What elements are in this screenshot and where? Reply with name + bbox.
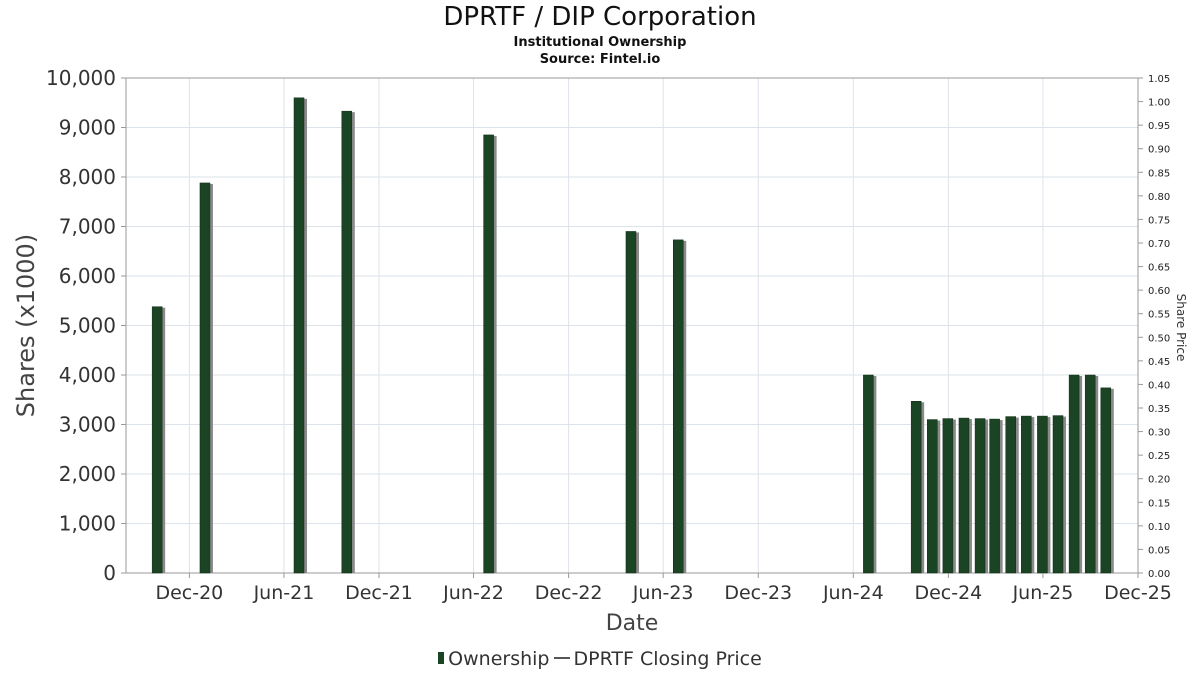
chart-subtitle: Institutional Ownership	[513, 35, 687, 50]
x-tick-label: Jun-22	[442, 582, 504, 604]
ownership-bars	[151, 97, 1114, 574]
y-axis-ticks: 0 1,000 2,000 3,000 4,000 5,000 6,000 7,000 8,00…	[46, 66, 126, 585]
ownership-bar[interactable]	[958, 417, 970, 574]
ownership-bar[interactable]	[910, 400, 922, 574]
ownership-legend-label: Ownership	[448, 648, 550, 670]
y2-tick-label: 0.50	[1148, 333, 1170, 344]
y-tick-label: 0	[103, 561, 116, 585]
y-tick-label: 4,000	[59, 363, 116, 387]
ownership-bar[interactable]	[1005, 416, 1016, 574]
y-tick-label: 7,000	[59, 215, 116, 239]
ownership-bar[interactable]	[341, 110, 353, 574]
y2-tick-label: 0.95	[1148, 121, 1170, 132]
ownership-bar[interactable]	[974, 418, 986, 574]
price-legend-label: DPRTF Closing Price	[573, 648, 762, 670]
ownership-bar[interactable]	[625, 231, 637, 574]
x-tick-label: Dec-25	[1104, 582, 1172, 604]
x-tick-label: Dec-23	[724, 582, 792, 604]
y2-tick-label: 1.00	[1148, 98, 1170, 109]
y2-tick-label: 0.85	[1148, 168, 1170, 179]
ownership-bar[interactable]	[151, 306, 163, 574]
x-tick-label: Jun-23	[632, 582, 694, 604]
ownership-bar[interactable]	[1100, 387, 1112, 574]
y-tick-label: 2,000	[59, 462, 116, 486]
y2-tick-label: 0.75	[1148, 215, 1170, 226]
y2-tick-label: 0.45	[1148, 357, 1170, 368]
ownership-legend-swatch	[438, 651, 445, 664]
chart-legend: Ownership DPRTF Closing Price	[0, 648, 1200, 670]
ownership-bar[interactable]	[927, 419, 938, 574]
y2-axis-ticks: 0.00 0.05 0.10 0.15 0.20 0.25 0.30 0.35 0.40 0.45…	[1138, 74, 1170, 580]
y2-tick-label: 1.05	[1148, 74, 1170, 85]
y2-tick-label: 0.30	[1148, 428, 1170, 439]
x-tick-label: Dec-24	[914, 582, 982, 604]
y2-tick-label: 0.10	[1148, 522, 1170, 533]
ownership-bar[interactable]	[672, 239, 684, 574]
y2-tick-label: 0.25	[1148, 451, 1170, 462]
y2-tick-label: 0.40	[1148, 380, 1170, 391]
x-tick-label: Jun-25	[1012, 582, 1074, 604]
y2-tick-label: 0.05	[1148, 545, 1170, 556]
x-axis-ticks: Dec-20 Jun-21 Dec-21 Jun-22 Dec-22 Jun-23 Dec-…	[155, 573, 1172, 604]
ownership-bar[interactable]	[863, 374, 874, 574]
ownership-bar[interactable]	[1068, 374, 1080, 574]
ownership-bar[interactable]	[293, 97, 305, 574]
y2-tick-label: 0.80	[1148, 192, 1170, 203]
ownership-bar[interactable]	[1052, 415, 1064, 574]
ownership-bar[interactable]	[483, 134, 494, 574]
x-tick-label: Dec-21	[345, 582, 413, 604]
y-tick-label: 8,000	[59, 165, 116, 189]
ownership-bar[interactable]	[1037, 415, 1048, 574]
chart-source: Source: Fintel.io	[539, 52, 661, 67]
y2-tick-label: 0.00	[1148, 569, 1170, 580]
ownership-bar[interactable]	[1021, 415, 1032, 574]
x-tick-label: Jun-24	[822, 582, 884, 604]
price-legend-swatch	[553, 656, 570, 659]
chart-title: DPRTF / DIP Corporation	[443, 2, 757, 32]
x-tick-label: Dec-22	[535, 582, 603, 604]
x-tick-label: Jun-21	[253, 582, 315, 604]
x-axis-label: Date	[606, 611, 659, 636]
y2-tick-label: 0.55	[1148, 310, 1170, 321]
y2-axis-label: Share Price	[1174, 294, 1188, 362]
y2-tick-label: 0.65	[1148, 263, 1170, 274]
y-tick-label: 1,000	[59, 512, 116, 536]
y-tick-label: 9,000	[59, 116, 116, 140]
x-tick-label: Dec-20	[155, 582, 223, 604]
y-tick-label: 6,000	[59, 264, 116, 288]
ownership-bar[interactable]	[199, 182, 211, 574]
y2-tick-label: 0.35	[1148, 404, 1170, 415]
y-tick-label: 5,000	[59, 314, 116, 338]
y2-tick-label: 0.60	[1148, 286, 1170, 297]
y2-tick-label: 0.70	[1148, 239, 1170, 250]
y-tick-label: 3,000	[59, 413, 116, 437]
y-axis-label: Shares (x1000)	[12, 234, 40, 417]
ownership-bar[interactable]	[989, 418, 1000, 574]
y2-tick-label: 0.20	[1148, 475, 1170, 486]
ownership-bar[interactable]	[1084, 374, 1096, 574]
ownership-bar[interactable]	[942, 418, 954, 574]
y-tick-label: 10,000	[46, 66, 116, 90]
y2-tick-label: 0.15	[1148, 498, 1170, 509]
y2-tick-label: 0.90	[1148, 145, 1170, 156]
